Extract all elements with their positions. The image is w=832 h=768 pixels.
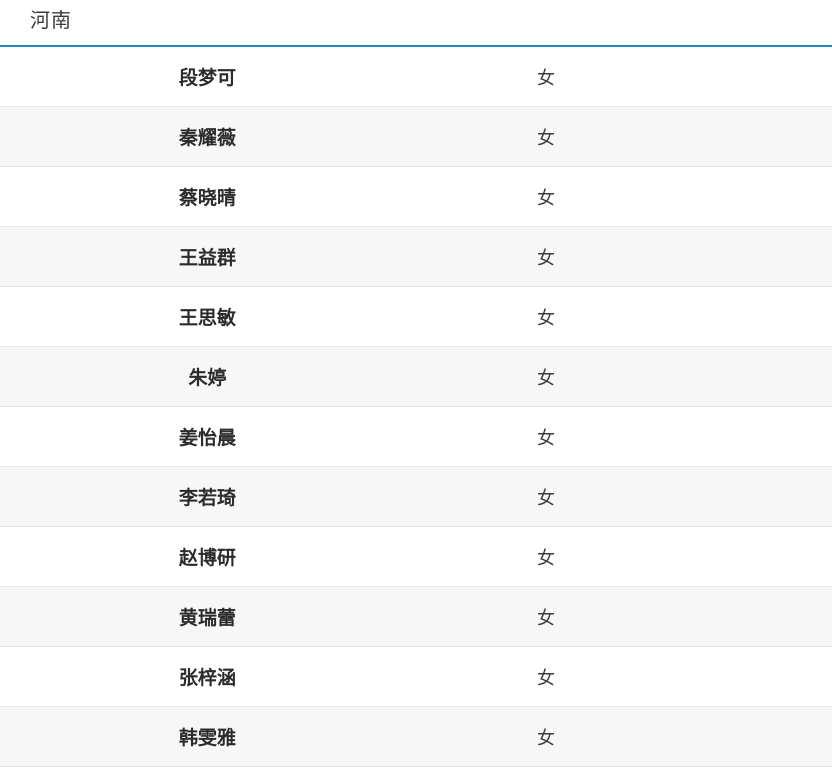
student-name: 王益群 (178, 248, 236, 269)
student-name: 段梦可 (178, 68, 236, 89)
table-row: 姜怡晨 女 (0, 407, 832, 467)
student-gender: 女 (537, 367, 555, 388)
student-gender: 女 (537, 487, 555, 508)
table-row: 韩雯雅 女 (0, 707, 832, 767)
table-row: 李若琦 女 (0, 467, 832, 527)
student-gender: 女 (537, 127, 555, 148)
student-gender: 女 (537, 547, 555, 568)
student-gender: 女 (537, 187, 555, 208)
table-row: 赵博研 女 (0, 527, 832, 587)
student-name: 韩雯雅 (178, 728, 236, 749)
table-row: 王思敏 女 (0, 287, 832, 347)
student-name: 蔡晓晴 (178, 188, 236, 209)
student-name: 秦耀薇 (178, 128, 236, 149)
table-row: 段梦可 女 (0, 47, 832, 107)
table-row: 黄瑞蕾 女 (0, 587, 832, 647)
table-row: 秦耀薇 女 (0, 107, 832, 167)
student-gender: 女 (537, 67, 555, 88)
student-gender: 女 (537, 247, 555, 268)
province-header[interactable]: 河南 (0, 0, 832, 47)
students-table: 段梦可女秦耀薇女蔡晓晴女王益群女王思敏女朱婷女姜怡晨女李若琦女赵博研女黄瑞蕾女张… (0, 47, 832, 767)
table-row: 王益群 女 (0, 227, 832, 287)
student-name: 赵博研 (178, 548, 236, 569)
student-gender: 女 (537, 607, 555, 628)
student-name: 张梓涵 (178, 668, 236, 689)
table-row: 朱婷 女 (0, 347, 832, 407)
student-name: 黄瑞蕾 (178, 608, 236, 629)
student-name: 李若琦 (178, 488, 236, 509)
student-gender: 女 (537, 427, 555, 448)
table-row: 张梓涵 女 (0, 647, 832, 707)
student-gender: 女 (537, 307, 555, 328)
student-name: 王思敏 (178, 308, 236, 329)
student-name: 姜怡晨 (178, 428, 236, 449)
student-name: 朱婷 (188, 368, 227, 389)
student-gender: 女 (537, 727, 555, 748)
student-gender: 女 (537, 667, 555, 688)
table-row: 蔡晓晴 女 (0, 167, 832, 227)
province-title: 河南 (30, 10, 72, 32)
